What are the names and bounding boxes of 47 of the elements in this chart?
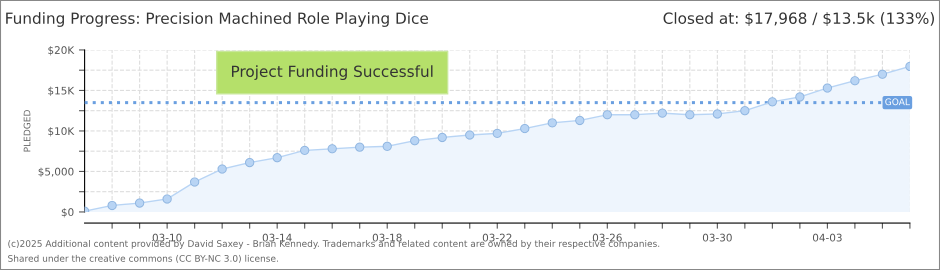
y-tick-label: $5,000	[38, 167, 74, 177]
point	[822, 83, 832, 93]
x-tick-label: 03-10	[152, 234, 182, 242]
point	[134, 198, 144, 208]
point	[382, 142, 392, 151]
y-tick-label: $0	[62, 208, 74, 218]
point	[548, 118, 557, 128]
y-tick-label: $20K	[48, 46, 74, 56]
point	[520, 124, 530, 134]
x-tick-label: 04-03	[812, 234, 842, 242]
point	[245, 158, 254, 168]
point	[795, 92, 805, 102]
x-tick-label: 03-18	[372, 234, 402, 242]
chart-title: Funding Progress: Precision Machined Role Playing Dice	[6, 12, 428, 27]
x-tick-label: 03-30	[702, 234, 732, 242]
text: Shared under the creative commons (CC BY-NC 3.0) license.	[8, 254, 278, 263]
point	[465, 130, 474, 140]
point	[218, 164, 227, 174]
point	[575, 116, 584, 126]
point	[272, 153, 282, 162]
point	[410, 136, 420, 146]
point	[685, 110, 694, 120]
point	[630, 110, 640, 120]
point	[492, 128, 502, 138]
point	[768, 97, 778, 106]
y-tick-label: $10K	[48, 126, 74, 136]
point	[878, 70, 888, 79]
point	[162, 194, 172, 204]
y-axis-title: PLEDGED	[24, 110, 30, 152]
point	[328, 144, 337, 154]
y-tick-label: $15K	[48, 86, 74, 96]
point	[190, 177, 200, 187]
x-tick-label: 03-26	[592, 234, 622, 242]
x-tick-label: 03-14	[262, 234, 292, 242]
point	[712, 109, 722, 119]
point	[658, 108, 667, 118]
point	[355, 142, 364, 152]
point	[740, 106, 750, 116]
point	[438, 132, 447, 142]
point	[602, 110, 612, 120]
point	[850, 76, 860, 86]
x-tick-label: 03-22	[482, 234, 512, 242]
point	[107, 200, 117, 210]
text: Closed at: $17,968 / $13.5k (133%)	[664, 12, 934, 26]
ref-line-label: GOAL	[885, 98, 910, 106]
annotation: Project Funding Successful	[232, 65, 432, 80]
point	[300, 146, 310, 156]
